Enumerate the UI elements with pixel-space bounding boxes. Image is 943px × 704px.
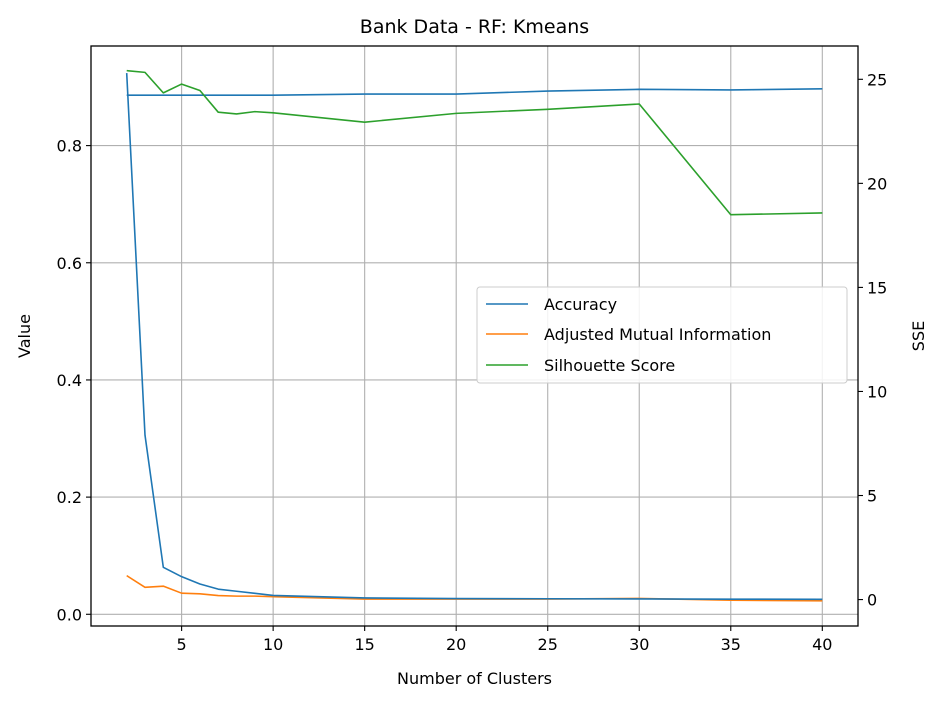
x-axis-label: Number of Clusters	[397, 669, 552, 688]
y-tick-label: 0.4	[57, 371, 82, 390]
x-tick-label: 35	[721, 635, 741, 654]
y2-axis-label: SSE	[909, 321, 928, 351]
legend-label-accuracy: Accuracy	[544, 295, 617, 314]
x-tick-label: 20	[446, 635, 466, 654]
x-tick-label: 5	[177, 635, 187, 654]
y-tick-label: 0.0	[57, 605, 82, 624]
y2-tick-label: 15	[867, 278, 887, 297]
y2-tick-label: 25	[867, 70, 887, 89]
y-axis-label: Value	[15, 314, 34, 358]
chart-title: Bank Data - RF: Kmeans	[360, 16, 589, 38]
legend-label-ami: Adjusted Mutual Information	[544, 325, 771, 344]
y-tick-label: 0.2	[57, 488, 82, 507]
x-tick-label: 15	[354, 635, 374, 654]
series-layer	[125, 69, 823, 602]
legend: Accuracy Adjusted Mutual Information Sil…	[476, 286, 848, 384]
y-tick-label: 0.6	[57, 254, 82, 273]
x-tick-label: 25	[538, 635, 558, 654]
y2-tick-label: 20	[867, 174, 887, 193]
x-tick-label: 30	[629, 635, 649, 654]
series-line-silhouette-score	[126, 69, 823, 216]
legend-label-silhouette: Silhouette Score	[544, 356, 675, 375]
y2-tick-label: 5	[867, 487, 877, 506]
y2-tick-label: 10	[867, 382, 887, 401]
series-line-accuracy	[126, 87, 823, 97]
y2-tick-label: 0	[867, 591, 877, 610]
y-tick-label: 0.8	[57, 137, 82, 156]
x-tick-label: 40	[812, 635, 832, 654]
series-line-sse	[125, 73, 823, 601]
legend-box	[476, 286, 848, 384]
x-tick-label: 10	[263, 635, 283, 654]
ticks-layer: 5 10 15 20 25 30 35 40 0.0 0.2 0.4 0.6 0.8 0 5 10 15 20 25	[57, 70, 888, 654]
plot-frame	[90, 45, 859, 627]
